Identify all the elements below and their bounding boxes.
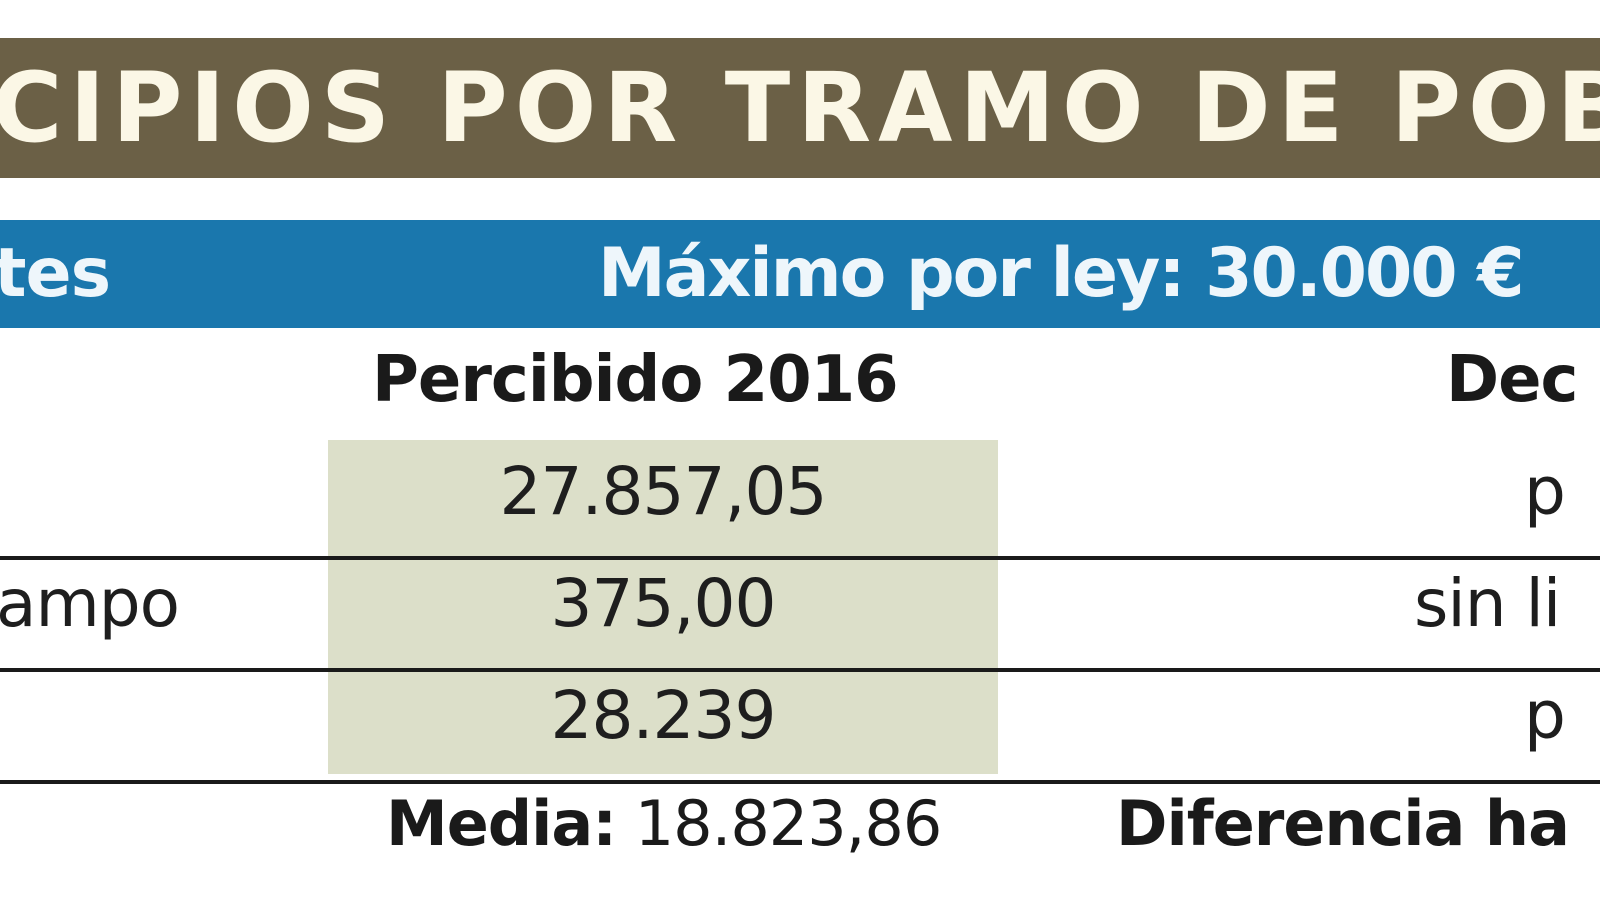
diferencia-summary: Diferencia ha — [1116, 774, 1570, 874]
row-divider — [0, 556, 1600, 560]
subheader-band: tes Máximo por ley: 30.000 € — [0, 220, 1600, 328]
row-divider — [0, 780, 1600, 784]
percibido-cell: 375,00 — [550, 565, 777, 642]
subheader-left-label: tes — [0, 234, 111, 313]
title-band: CIPIOS POR TRAMO DE POBL — [0, 38, 1600, 178]
row-label-cell: ampo — [0, 565, 180, 642]
percibido-cell: 27.857,05 — [499, 453, 828, 530]
dec-cell: p — [1524, 453, 1566, 530]
percibido-cell: 28.239 — [550, 677, 777, 754]
page-title: CIPIOS POR TRAMO DE POBL — [0, 52, 1600, 164]
max-by-law-label: Máximo por ley: 30.000 € — [598, 234, 1525, 313]
media-value: 18.823,86 — [634, 787, 943, 860]
column-header-percibido: Percibido 2016 — [372, 343, 899, 417]
diferencia-label: Diferencia ha — [1116, 787, 1570, 860]
percibido-column-shade — [328, 440, 998, 774]
dec-cell: sin li — [1414, 565, 1561, 642]
media-summary: Media: 18.823,86 — [386, 774, 943, 874]
dec-cell: p — [1524, 677, 1566, 754]
media-label: Media: — [386, 787, 617, 860]
column-header-dec: Dec — [1446, 343, 1578, 417]
row-divider — [0, 668, 1600, 672]
